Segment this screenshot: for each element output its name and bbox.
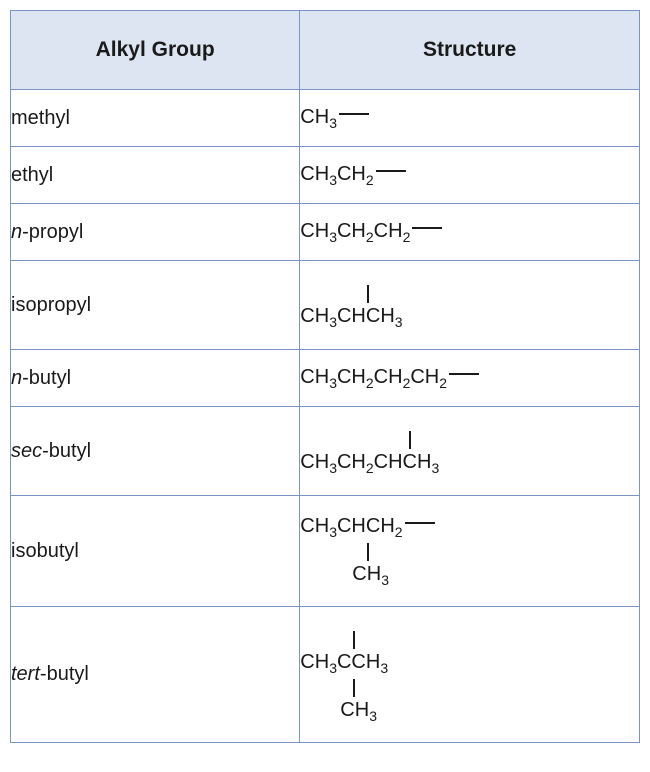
alkyl-name-cell: n-propyl	[11, 204, 300, 261]
alkyl-name-cell: n-butyl	[11, 350, 300, 407]
table-row: n-propylCH3CH2CH2	[11, 204, 640, 261]
table-row: methylCH3	[11, 90, 640, 147]
table-row: ethylCH3CH2	[11, 147, 640, 204]
structure-cell: CH3CCH3CH3	[300, 607, 640, 743]
structure-cell: CH3CHCH3	[300, 261, 640, 350]
structure-cell: CH3CH2CH2	[300, 204, 640, 261]
alkyl-name-cell: tert-butyl	[11, 607, 300, 743]
alkyl-name-cell: ethyl	[11, 147, 300, 204]
table-row: isobutylCH3CHCH2CH3	[11, 496, 640, 607]
bond-icon	[367, 543, 369, 561]
table-row: tert-butylCH3CCH3CH3	[11, 607, 640, 743]
bond-icon	[412, 227, 442, 229]
bond-icon	[409, 431, 411, 449]
structure-cell: CH3CH2CHCH3	[300, 407, 640, 496]
bond-icon	[405, 522, 435, 524]
bond-icon	[353, 631, 355, 649]
alkyl-groups-table: Alkyl Group Structure methylCH3ethylCH3C…	[10, 10, 640, 743]
structure-cell: CH3CH2CH2CH2	[300, 350, 640, 407]
table-row: sec-butylCH3CH2CHCH3	[11, 407, 640, 496]
header-alkyl-group: Alkyl Group	[11, 11, 300, 90]
alkyl-name-cell: methyl	[11, 90, 300, 147]
table-row: n-butylCH3CH2CH2CH2	[11, 350, 640, 407]
bond-icon	[376, 170, 406, 172]
alkyl-name-cell: isopropyl	[11, 261, 300, 350]
header-structure: Structure	[300, 11, 640, 90]
structure-cell: CH3CH2	[300, 147, 640, 204]
table-header-row: Alkyl Group Structure	[11, 11, 640, 90]
bond-icon	[367, 285, 369, 303]
bond-icon	[449, 373, 479, 375]
bond-icon	[339, 113, 369, 115]
alkyl-name-cell: sec-butyl	[11, 407, 300, 496]
table-row: isopropylCH3CHCH3	[11, 261, 640, 350]
alkyl-name-cell: isobutyl	[11, 496, 300, 607]
structure-cell: CH3CHCH2CH3	[300, 496, 640, 607]
structure-cell: CH3	[300, 90, 640, 147]
bond-icon	[353, 679, 355, 697]
